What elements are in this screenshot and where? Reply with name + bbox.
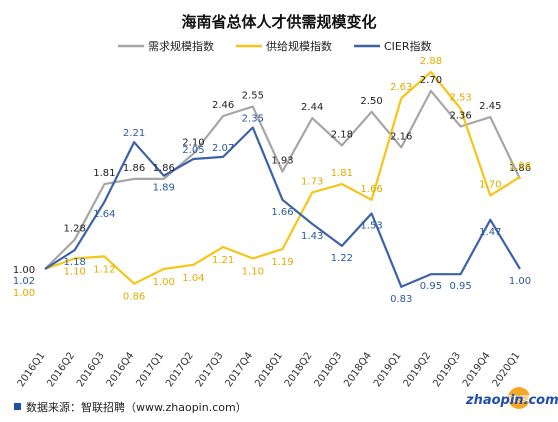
data-label-cier: 1.66: [271, 207, 293, 218]
data-label-supply: 1.88: [509, 161, 531, 172]
data-label-demand: 2.45: [479, 101, 501, 112]
data-label-supply: 2.53: [449, 93, 471, 104]
data-label-supply: 1.70: [479, 180, 501, 191]
legend-label-cier: CIER指数: [384, 39, 432, 53]
data-label-demand: 2.18: [331, 129, 353, 140]
data-label-supply: 1.10: [242, 267, 264, 278]
data-label-demand: 1.00: [13, 265, 35, 276]
data-label-supply: 1.00: [13, 288, 35, 299]
data-label-supply: 1.81: [331, 168, 353, 179]
logo-top-text: 智联招聘: [505, 394, 533, 403]
data-label-supply: 2.88: [420, 56, 442, 67]
footer: 数据来源：智联招聘（www.zhaopin.com） 智联招聘 zhaopin.…: [14, 387, 558, 414]
data-label-demand: 2.16: [390, 131, 412, 142]
data-label-cier: 1.00: [509, 276, 531, 287]
legend: 需求规模指数 供给规模指数 CIER指数: [118, 39, 432, 53]
data-label-supply: 1.04: [182, 273, 204, 284]
source-marker-icon: [14, 403, 21, 410]
data-label-cier: 1.43: [301, 231, 323, 242]
series-line-supply: [44, 70, 521, 285]
data-label-demand: 1.81: [93, 168, 115, 179]
chart-title: 海南省总体人才供需规模变化: [181, 13, 376, 31]
logo-brand-text: zhaopin.com: [465, 393, 558, 408]
source-note: 数据来源：智联招聘（www.zhaopin.com）: [26, 400, 247, 414]
data-label-supply: 2.63: [390, 82, 412, 93]
data-label-demand: 2.50: [360, 96, 382, 107]
data-label-demand: 2.10: [182, 138, 204, 149]
series-line-cier: [44, 126, 521, 288]
data-label-supply: 0.86: [123, 292, 145, 303]
data-label-demand: 2.55: [242, 91, 264, 102]
data-label-demand: 1.93: [271, 156, 293, 167]
data-label-cier: 1.64: [93, 209, 115, 220]
data-label-supply: 1.12: [93, 264, 115, 275]
data-label-supply: 1.73: [301, 177, 323, 188]
logo-badge-icon: [508, 387, 530, 409]
data-label-demand: 1.86: [509, 163, 531, 174]
data-label-demand: 1.86: [123, 163, 145, 174]
legend-item-supply: 供给规模指数: [236, 39, 332, 53]
data-label-demand: 2.70: [420, 75, 442, 86]
data-label-demand: 2.36: [449, 110, 471, 121]
legend-item-cier: CIER指数: [354, 39, 432, 53]
data-label-cier: 1.22: [331, 253, 353, 264]
data-label-cier: 1.02: [13, 276, 35, 287]
data-label-demand: 2.46: [212, 100, 234, 111]
data-label-cier: 2.07: [212, 143, 234, 154]
data-label-cier: 0.95: [420, 281, 442, 292]
plot-area: 1.00 1.28 1.81 1.86 1.86 2.10 2.46 2.55 1.93 2.44…: [13, 56, 531, 305]
legend-label-supply: 供给规模指数: [266, 39, 332, 53]
data-label-cier: 2.05: [182, 145, 204, 156]
legend-item-demand: 需求规模指数: [118, 39, 214, 53]
data-label-cier: 1.18: [64, 257, 86, 268]
data-label-supply: 1.66: [360, 184, 382, 195]
data-label-demand: 2.44: [301, 102, 323, 113]
data-label-cier: 1.47: [479, 227, 501, 238]
data-label-supply: 1.19: [271, 257, 293, 268]
data-label-cier: 2.35: [242, 114, 264, 125]
data-label-cier: 2.21: [123, 128, 145, 139]
series-line-demand: [44, 89, 521, 270]
data-label-cier: 1.53: [360, 220, 382, 231]
data-label-supply: 1.21: [212, 255, 234, 266]
data-label-demand: 1.28: [64, 224, 86, 235]
data-label-supply: 1.00: [153, 277, 175, 288]
data-label-supply: 1.10: [64, 267, 86, 278]
legend-label-demand: 需求规模指数: [148, 39, 214, 53]
data-label-cier: 0.83: [390, 294, 412, 305]
zhaopin-logo: 智联招聘 zhaopin.com: [465, 387, 558, 409]
data-label-demand: 1.86: [153, 163, 175, 174]
data-label-cier: 1.89: [153, 183, 175, 194]
data-label-cier: 0.95: [449, 281, 471, 292]
